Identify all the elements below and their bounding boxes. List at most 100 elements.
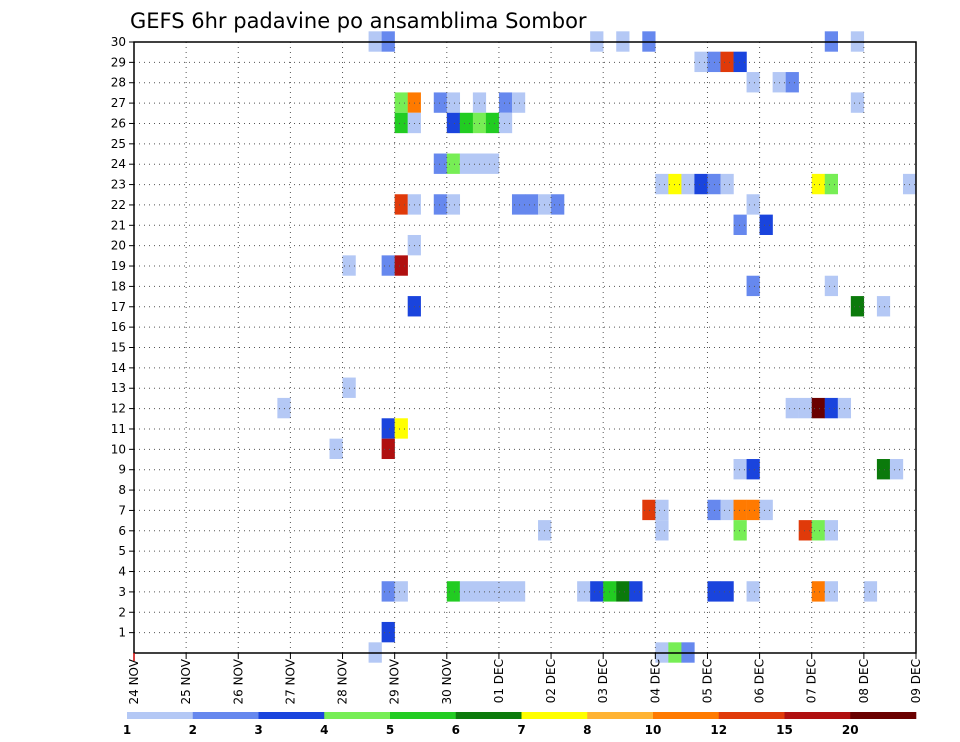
precip-cell: [577, 581, 591, 602]
precip-cell: [407, 296, 421, 317]
colorbar-segment: [258, 712, 325, 719]
precip-cell: [876, 296, 891, 317]
precip-cell: [485, 112, 500, 134]
y-tick-label: 11: [111, 422, 126, 436]
colorbar-segment: [784, 712, 851, 719]
precip-cell: [733, 51, 747, 73]
y-tick-label: 14: [111, 361, 126, 375]
precip-cell: [433, 92, 447, 113]
precip-cell: [394, 255, 408, 276]
precip-cell: [498, 581, 513, 602]
y-tick-label: 8: [118, 483, 126, 497]
x-tick-label: 29 NOV: [388, 658, 402, 704]
precip-cell: [511, 581, 526, 602]
colorbar-label: 8: [583, 723, 591, 737]
x-tick-label: 02 DEC: [544, 659, 558, 703]
y-tick-label: 25: [111, 137, 126, 151]
colorbar-segment: [390, 712, 457, 719]
precip-cell: [655, 499, 669, 521]
precip-cell: [811, 581, 825, 602]
precip-cell: [446, 153, 461, 174]
x-axis: 24 NOV 25 NOV 26 NOV 27 NOV 28 NOV 29 NOV 30 N…: [127, 653, 923, 705]
colorbar-segment: [850, 712, 917, 719]
precip-cell: [785, 72, 799, 93]
precip-cell: [850, 296, 865, 317]
y-tick-label: 24: [111, 157, 126, 171]
precip-cell: [433, 153, 447, 174]
colorbar-label: 15: [776, 723, 793, 737]
x-tick-label: 28 NOV: [336, 658, 350, 704]
precip-cell: [381, 581, 395, 602]
y-tick-label: 17: [111, 300, 126, 314]
precip-cell: [381, 621, 395, 643]
precip-cell: [694, 173, 708, 195]
precip-cell: [668, 173, 682, 195]
precip-cell: [785, 397, 799, 419]
x-tick-label: 26 NOV: [231, 658, 245, 704]
precip-cell: [459, 112, 474, 134]
y-tick-label: 7: [118, 503, 126, 517]
precip-cell: [498, 112, 513, 134]
precip-cell: [459, 153, 474, 174]
precip-cell: [720, 499, 734, 521]
precip-cell: [407, 112, 421, 134]
precip-cell: [798, 520, 812, 541]
y-tick-label: 30: [111, 35, 126, 49]
precip-cell: [720, 581, 734, 602]
y-tick-label: 6: [118, 524, 126, 538]
precip-cell: [850, 92, 865, 113]
y-tick-label: 23: [111, 178, 126, 192]
colorbar: 1 2 3 4 5 6 7 8 10 12 15 20: [123, 712, 917, 737]
precip-cell: [746, 275, 760, 297]
precip-cell: [876, 459, 891, 480]
precip-cell: [746, 581, 760, 602]
x-tick-label: 09 DEC: [909, 659, 923, 703]
precip-cell: [472, 112, 487, 134]
precip-cell: [746, 72, 760, 93]
precip-cell: [642, 499, 656, 521]
y-tick-label: 18: [111, 279, 126, 293]
precip-cell: [616, 581, 630, 602]
x-tick-label: 01 DEC: [492, 659, 506, 703]
precip-cell: [681, 173, 695, 195]
precip-cell: [381, 418, 395, 439]
y-tick-label: 12: [111, 402, 126, 416]
y-tick-label: 16: [111, 320, 126, 334]
x-tick-label: 06 DEC: [753, 659, 767, 703]
precip-cell: [824, 581, 838, 602]
precip-cell: [707, 51, 721, 73]
precip-cell: [759, 499, 773, 521]
x-tick-label: 07 DEC: [805, 659, 819, 703]
precip-cell: [863, 581, 878, 602]
precip-cell: [811, 397, 825, 419]
precip-cell: [824, 275, 838, 297]
precip-cell: [525, 194, 539, 215]
precip-cell: [811, 520, 825, 541]
precip-cell: [733, 520, 747, 541]
x-tick-label: 30 NOV: [440, 658, 454, 704]
y-tick-label: 3: [118, 585, 126, 599]
precip-cell: [381, 438, 395, 460]
x-tick-label: 03 DEC: [596, 659, 610, 703]
precip-cell: [707, 173, 721, 195]
colorbar-label: 4: [320, 723, 328, 737]
precip-cell: [446, 581, 461, 602]
precip-cell: [733, 459, 747, 480]
precip-cell: [407, 234, 421, 256]
colorbar-segment: [653, 712, 720, 719]
precip-cell: [485, 581, 500, 602]
precip-cell: [394, 581, 408, 602]
precip-cell: [446, 112, 461, 134]
precip-cell: [277, 397, 291, 419]
precip-cell: [590, 581, 604, 602]
colorbar-segment: [192, 712, 259, 719]
precip-cell: [746, 194, 760, 215]
precip-cell: [811, 173, 825, 195]
y-tick-label: 10: [111, 442, 126, 456]
y-tick-label: 15: [111, 341, 126, 355]
precip-cell: [902, 173, 917, 195]
precip-cell: [511, 194, 526, 215]
grid-lines: [134, 41, 916, 653]
precip-cell: [746, 459, 760, 480]
